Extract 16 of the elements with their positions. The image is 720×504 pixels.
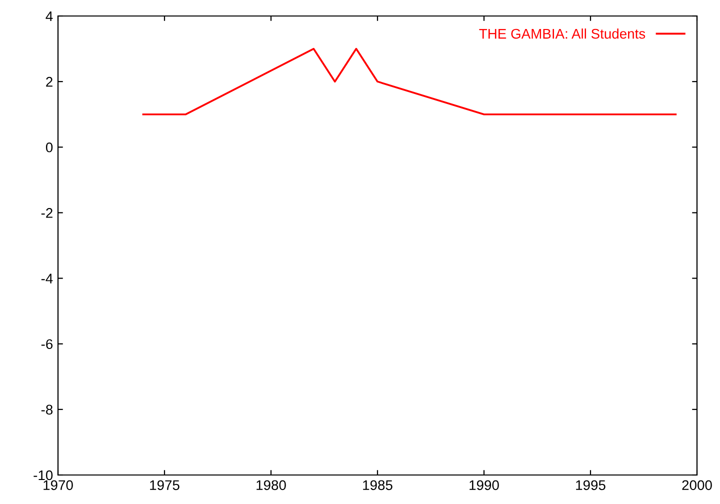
x-tick-label: 1985 <box>363 480 392 490</box>
x-tick-label: 1975 <box>150 480 180 490</box>
y-tick-label: -10 <box>34 470 53 480</box>
x-tick-label: 2000 <box>682 480 712 490</box>
y-tick-label: -6 <box>41 339 53 350</box>
y-tick-label: -2 <box>41 208 52 218</box>
y-tick-label: -8 <box>41 404 53 415</box>
x-tick-label: 1980 <box>256 480 286 490</box>
x-tick-label: 1990 <box>470 480 499 490</box>
y-tick-label: 4 <box>46 11 53 22</box>
x-tick-label: 1970 <box>44 480 73 490</box>
y-tick-label: 2 <box>46 76 52 87</box>
y-tick-label: -4 <box>41 274 53 284</box>
x-tick-label: 1995 <box>576 480 606 490</box>
legend-label: THE GAMBIA: All Students <box>479 28 646 39</box>
y-tick-label: 0 <box>46 142 53 152</box>
